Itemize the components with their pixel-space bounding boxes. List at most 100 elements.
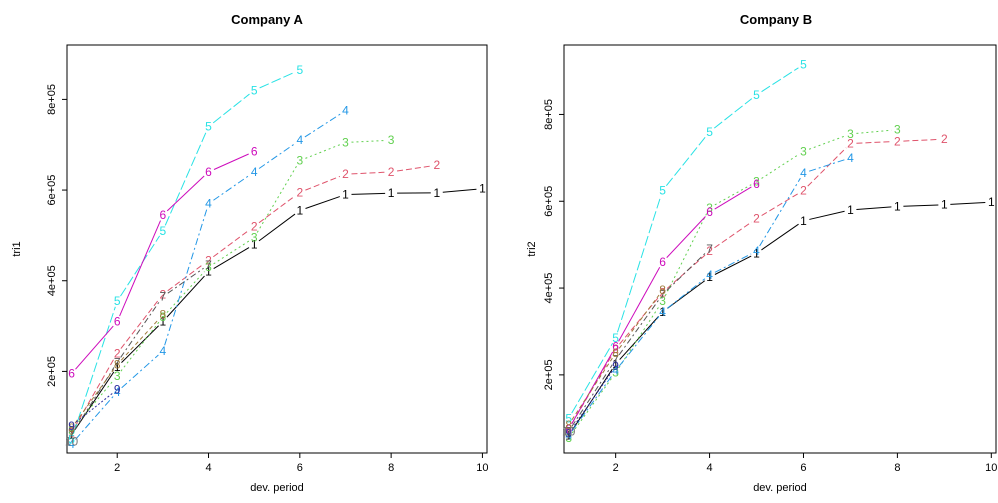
panel-company-b: Company B dev. period tri2 2 4 6 8 10 2e+05 4e… bbox=[526, 12, 997, 494]
series-segment bbox=[73, 307, 115, 434]
data-point-label: 5 bbox=[205, 120, 212, 134]
series-segment bbox=[714, 99, 752, 128]
series-segment bbox=[120, 221, 161, 317]
x-tick-label: 10 bbox=[476, 462, 488, 474]
series-segment bbox=[762, 155, 799, 179]
series-segment bbox=[715, 187, 752, 209]
series-segment bbox=[260, 72, 295, 88]
series-segment bbox=[121, 299, 159, 348]
series-segment bbox=[165, 132, 206, 225]
series-segment bbox=[809, 160, 845, 171]
series-segment bbox=[950, 202, 985, 204]
series-segment bbox=[213, 94, 249, 123]
data-point-label: 8 bbox=[659, 283, 666, 297]
series-segment bbox=[619, 299, 659, 354]
series-segment bbox=[903, 205, 938, 206]
data-point-label: 2 bbox=[342, 167, 349, 181]
data-point-label: 4 bbox=[659, 305, 666, 319]
y-axis-label: tri2 bbox=[526, 241, 538, 256]
series-segment bbox=[572, 378, 612, 433]
series-segment bbox=[714, 222, 751, 248]
panel-title: Company B bbox=[740, 12, 812, 27]
data-point-label: 9 bbox=[68, 419, 75, 433]
series-segment bbox=[305, 176, 339, 190]
y-axis-label: tri1 bbox=[11, 241, 23, 256]
series-segment bbox=[305, 114, 341, 137]
data-point-label: 10 bbox=[65, 435, 79, 449]
data-point-label: 4 bbox=[800, 166, 807, 180]
series-segment bbox=[121, 322, 159, 371]
data-point-label: 1 bbox=[800, 214, 807, 228]
series-segment bbox=[667, 216, 706, 257]
x-tick-label: 4 bbox=[707, 462, 713, 474]
x-tick-label: 8 bbox=[388, 462, 394, 474]
series-10: 10 bbox=[562, 424, 576, 438]
series-segment bbox=[213, 175, 249, 200]
data-point-label: 1 bbox=[894, 199, 901, 213]
x-tick-label: 6 bbox=[297, 462, 303, 474]
y-tick-label: 2e+05 bbox=[46, 356, 58, 387]
data-point-label: 2 bbox=[296, 185, 303, 199]
data-point-label: 4 bbox=[342, 104, 349, 118]
data-point-label: 8 bbox=[612, 346, 619, 360]
series-segment bbox=[666, 136, 705, 185]
x-tick-label: 2 bbox=[613, 462, 619, 474]
series-segment bbox=[259, 196, 295, 223]
data-point-label: 4 bbox=[251, 165, 258, 179]
series-segment bbox=[617, 196, 660, 332]
data-point-label: 2 bbox=[433, 158, 440, 172]
series-segment bbox=[762, 68, 799, 92]
data-point-label: 4 bbox=[753, 244, 760, 258]
series-segment bbox=[121, 326, 158, 363]
data-point-label: 1 bbox=[433, 186, 440, 200]
data-point-label: 6 bbox=[251, 145, 258, 159]
data-point-label: 8 bbox=[114, 358, 121, 372]
x-axis-label: dev. period bbox=[753, 482, 807, 494]
data-point-label: 4 bbox=[296, 133, 303, 147]
series-segment bbox=[76, 396, 114, 439]
series-segment bbox=[856, 130, 891, 133]
x-axis-label: dev. period bbox=[250, 482, 304, 494]
series-segment bbox=[167, 276, 205, 317]
series-segment bbox=[443, 189, 477, 192]
x-tick-label: 6 bbox=[800, 462, 806, 474]
series-segment bbox=[762, 193, 799, 215]
data-point-label: 7 bbox=[160, 290, 167, 304]
x-tick-label: 2 bbox=[114, 462, 120, 474]
y-tick-label: 6e+05 bbox=[46, 175, 58, 206]
series-segment bbox=[305, 145, 339, 159]
data-point-label: 1 bbox=[388, 186, 395, 200]
series-segment bbox=[259, 144, 295, 169]
series-segment bbox=[856, 207, 891, 210]
data-point-label: 7 bbox=[205, 258, 212, 272]
y-tick-label: 4e+05 bbox=[543, 273, 555, 304]
series-segment bbox=[903, 139, 938, 141]
data-point-label: 6 bbox=[114, 315, 121, 329]
data-point-label: 4 bbox=[160, 344, 167, 358]
data-point-label: 2 bbox=[941, 132, 948, 146]
data-point-label: 9 bbox=[114, 383, 121, 397]
series-segment bbox=[397, 166, 431, 171]
x-tick-label: 10 bbox=[985, 462, 997, 474]
data-point-label: 7 bbox=[706, 242, 713, 256]
series-segment bbox=[214, 241, 250, 264]
data-point-label: 3 bbox=[800, 144, 807, 158]
series-segment bbox=[305, 197, 339, 209]
series-segment bbox=[808, 148, 846, 186]
data-point-label: 3 bbox=[296, 154, 303, 168]
y-tick-label: 4e+05 bbox=[46, 265, 58, 296]
series-segment bbox=[620, 316, 659, 359]
y-tick-label: 2e+05 bbox=[543, 359, 555, 390]
series-segment bbox=[572, 365, 612, 427]
y-tick-label: 8e+05 bbox=[543, 99, 555, 130]
series-segment bbox=[76, 326, 114, 369]
series-segment bbox=[351, 172, 385, 174]
series-segment bbox=[122, 355, 159, 388]
data-point-label: 5 bbox=[706, 125, 713, 139]
plot-frame bbox=[564, 45, 996, 453]
